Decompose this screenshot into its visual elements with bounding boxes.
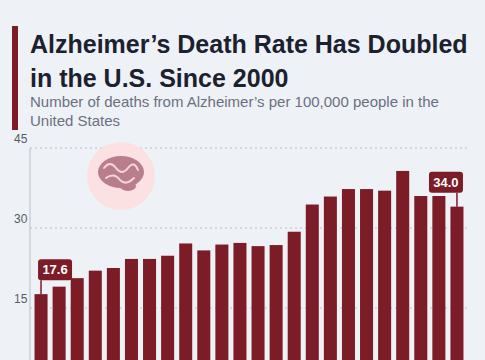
- accent-bar: [12, 26, 18, 130]
- label-box: [38, 259, 72, 280]
- bar: [107, 268, 120, 360]
- bar: [432, 196, 445, 360]
- bar: [89, 271, 102, 360]
- bars: [35, 171, 464, 360]
- bar: [197, 250, 210, 360]
- bar: [450, 207, 463, 360]
- y-tick-label: 45: [14, 132, 28, 146]
- bar: [71, 278, 84, 360]
- brain-icon: [87, 142, 155, 210]
- y-tick-label: 15: [14, 292, 28, 306]
- bar: [342, 189, 355, 360]
- bar: [306, 205, 319, 360]
- bar: [288, 232, 301, 360]
- title-line: in the U.S. Since 2000: [30, 64, 288, 92]
- title: Alzheimer’s Death Rate Has Doubled in the…: [30, 30, 468, 92]
- bar: [396, 171, 409, 360]
- label-pointer: [40, 280, 42, 294]
- bar: [360, 189, 373, 360]
- label-box: [429, 172, 463, 193]
- icon-circle: [87, 142, 155, 210]
- subtitle-line: United States: [30, 112, 120, 129]
- bar: [179, 243, 192, 360]
- subtitle: Number of deaths from Alzheimer’s per 10…: [30, 93, 439, 129]
- bar: [324, 197, 337, 360]
- data-label: 17.6: [42, 262, 67, 277]
- chart: Alzheimer’s Death Rate Has Doubled in the…: [0, 0, 485, 360]
- bar: [233, 243, 246, 360]
- bar: [53, 287, 66, 360]
- bar: [414, 196, 427, 360]
- bar: [378, 191, 391, 360]
- subtitle-line: Number of deaths from Alzheimer’s per 10…: [30, 93, 439, 110]
- grid-line: [30, 148, 470, 149]
- bar: [270, 245, 283, 360]
- title-line: Alzheimer’s Death Rate Has Doubled: [30, 30, 468, 58]
- bar: [161, 256, 174, 360]
- label-pointer: [456, 193, 458, 207]
- brain-fold: [104, 164, 138, 183]
- bar: [252, 246, 265, 360]
- y-axis-line: [30, 148, 31, 360]
- bar: [143, 259, 156, 360]
- bar: [215, 245, 228, 360]
- brain-shape: [98, 156, 144, 188]
- y-tick-label: 30: [14, 212, 28, 226]
- bar: [35, 294, 48, 360]
- bar: [125, 259, 138, 360]
- data-label: 34.0: [433, 175, 458, 190]
